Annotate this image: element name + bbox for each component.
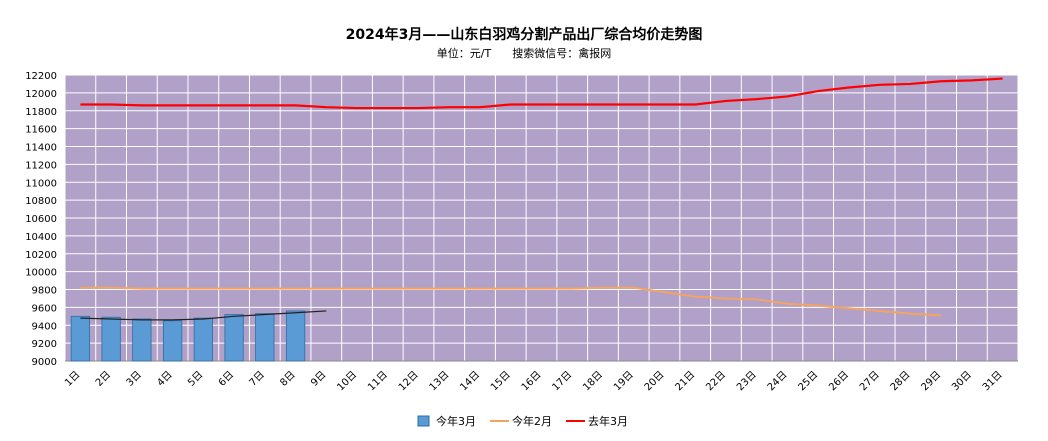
x-tick-label: 1日 xyxy=(63,369,82,388)
y-tick-label: 9800 xyxy=(32,286,57,297)
x-tick-label: 28日 xyxy=(889,369,913,393)
y-tick-label: 11400 xyxy=(25,143,57,154)
line-series xyxy=(80,77,1003,321)
x-tick-label: 24日 xyxy=(766,369,790,393)
x-tick-label: 6日 xyxy=(217,369,236,388)
x-tick-label: 29日 xyxy=(919,369,943,393)
x-tick-label: 31日 xyxy=(981,369,1005,393)
legend-item: 今年3月 xyxy=(417,414,476,428)
x-tick-label: 17日 xyxy=(551,369,575,393)
y-tick-label: 11000 xyxy=(25,178,57,189)
x-tick-label: 21日 xyxy=(673,369,697,393)
y-tick-label: 9600 xyxy=(32,303,57,314)
y-tick-label: 9400 xyxy=(32,321,57,332)
x-tick-label: 11日 xyxy=(366,369,390,393)
x-axis-ticks: 1日 2日 3日 4日 5日 6日 7日 8日 9日 10日 11日 12日 13日 14日 15日 16日 1… xyxy=(63,369,1005,393)
legend-label: 今年2月 xyxy=(512,414,552,428)
x-tick-label: 26日 xyxy=(827,369,851,393)
bar-march-2024 xyxy=(162,320,183,362)
legend: 今年3月 今年2月 去年3月 xyxy=(417,414,628,428)
bar-march-2024 xyxy=(101,316,121,362)
x-tick-label: 10日 xyxy=(335,369,359,393)
legend-label: 今年3月 xyxy=(436,414,476,428)
x-tick-label: 4日 xyxy=(155,369,174,388)
y-tick-label: 11800 xyxy=(25,107,57,118)
x-tick-label: 13日 xyxy=(428,369,452,393)
x-tick-label: 2日 xyxy=(94,369,113,388)
chart-title: 2024年3月——山东白羽鸡分割产品出厂综合均价走势图 xyxy=(345,27,703,43)
x-tick-label: 3日 xyxy=(125,369,144,388)
bar-march-2024 xyxy=(70,315,90,362)
x-tick-label: 19日 xyxy=(612,369,636,393)
y-tick-label: 10800 xyxy=(25,196,57,207)
y-tick-label: 10000 xyxy=(25,268,57,279)
bar-march-2024 xyxy=(193,317,213,362)
x-tick-label: 18日 xyxy=(581,369,605,393)
y-tick-label: 9200 xyxy=(32,339,57,350)
x-tick-label: 7日 xyxy=(248,369,267,388)
x-tick-label: 30日 xyxy=(950,369,974,393)
x-tick-label: 16日 xyxy=(520,369,544,393)
y-tick-label: 10600 xyxy=(25,214,57,225)
bar-march-2024 xyxy=(255,313,275,362)
bar-march-2024 xyxy=(285,310,306,362)
y-tick-label: 12200 xyxy=(25,71,57,82)
bar-series xyxy=(70,310,306,362)
y-tick-label: 11200 xyxy=(25,160,57,171)
y-tick-label: 10400 xyxy=(25,232,57,243)
y-tick-label: 10200 xyxy=(25,250,57,261)
chart-subtitle: 单位：元/T 搜索微信号：禽报网 xyxy=(436,47,612,60)
y-tick-label: 12000 xyxy=(25,89,57,100)
x-tick-label: 15日 xyxy=(489,369,513,393)
x-tick-label: 22日 xyxy=(704,369,728,393)
legend-swatch xyxy=(417,415,430,427)
x-tick-label: 27日 xyxy=(858,369,882,393)
y-tick-label: 11600 xyxy=(25,125,57,136)
x-tick-label: 14日 xyxy=(458,369,482,393)
bar-march-2024 xyxy=(224,314,244,362)
bar-march-2024 xyxy=(132,318,152,362)
y-axis-ticks: 9000 9200 9400 9600 9800 10000 10200 10400 10600… xyxy=(25,71,57,368)
x-tick-label: 9日 xyxy=(309,369,328,388)
y-tick-label: 9000 xyxy=(32,357,57,368)
x-tick-label: 20日 xyxy=(643,369,667,393)
x-tick-label: 5日 xyxy=(186,369,205,388)
legend-item: 今年2月 xyxy=(490,414,552,428)
line-february-2024 xyxy=(80,286,942,317)
x-tick-label: 8日 xyxy=(278,369,297,388)
x-tick-label: 23日 xyxy=(735,369,759,393)
x-tick-label: 12日 xyxy=(397,369,421,393)
line-march-2023 xyxy=(80,77,1003,110)
x-tick-label: 25日 xyxy=(796,369,820,393)
trend-line xyxy=(80,310,327,321)
legend-label: 去年3月 xyxy=(588,414,628,428)
legend-item: 去年3月 xyxy=(566,414,628,428)
